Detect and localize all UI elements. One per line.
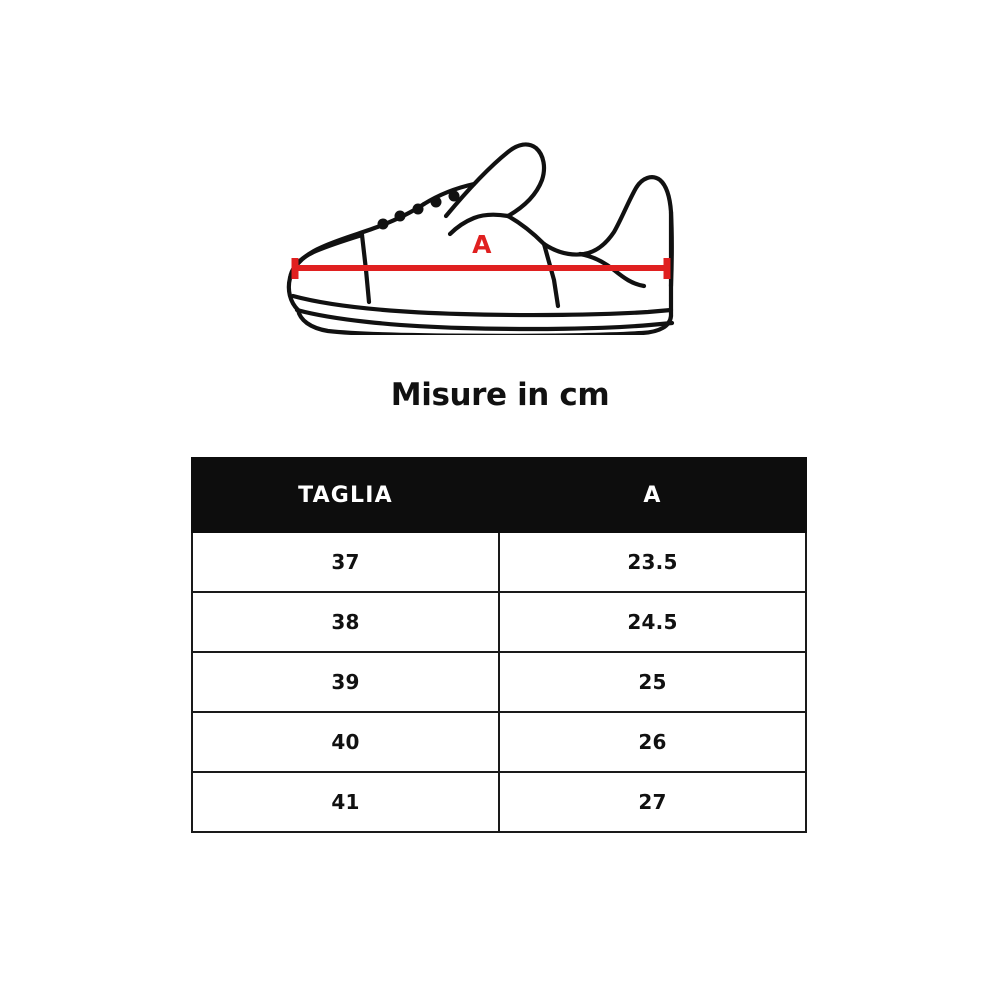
eyelet-4 (430, 196, 442, 208)
cell-taglia: 37 (191, 531, 500, 593)
cell-taglia: 41 (191, 771, 500, 833)
outsole-bottom (295, 307, 674, 335)
size-table: TAGLIA A 37 23.5 38 24.5 39 25 40 26 41 (191, 457, 807, 833)
cell-a: 26 (498, 711, 807, 773)
table-row: 39 25 (191, 651, 807, 713)
tongue-fold (447, 212, 511, 237)
sneaker-illustration-svg: A (286, 142, 675, 335)
midsole-mid-line (294, 307, 675, 332)
cell-a: 25 (498, 651, 807, 713)
tongue (443, 142, 547, 219)
table-header-row: TAGLIA A (191, 457, 807, 533)
cell-a: 24.5 (498, 591, 807, 653)
cell-taglia: 39 (191, 651, 500, 713)
measurement-label-a: A (472, 230, 492, 259)
page-title: Misure in cm (390, 377, 610, 413)
toe-cap-line (287, 232, 365, 281)
table-row: 40 26 (191, 711, 807, 773)
eyelet-5 (448, 190, 460, 202)
cell-taglia: 40 (191, 711, 500, 773)
eyelet-1 (377, 218, 389, 230)
column-header-a: A (498, 457, 807, 533)
midsole-top-line (290, 293, 674, 318)
cell-taglia: 38 (191, 591, 500, 653)
eyelet-2 (394, 210, 406, 222)
size-table-head: TAGLIA A (191, 457, 807, 533)
cell-a: 27 (498, 771, 807, 833)
table-row: 37 23.5 (191, 531, 807, 593)
shoe-outline-group (286, 142, 675, 335)
lace-panel-top (421, 181, 477, 207)
size-table-body: 37 23.5 38 24.5 39 25 40 26 41 27 (191, 531, 807, 833)
table-row: 41 27 (191, 771, 807, 833)
cell-a: 23.5 (498, 531, 807, 593)
heel-counter-seam (541, 241, 561, 309)
measurement-line-group (291, 258, 671, 279)
table-row: 38 24.5 (191, 591, 807, 653)
quarter-top (505, 213, 547, 247)
shoe-diagram: A (0, 120, 1000, 340)
column-header-taglia: TAGLIA (191, 457, 500, 533)
eyelet-3 (412, 203, 424, 215)
